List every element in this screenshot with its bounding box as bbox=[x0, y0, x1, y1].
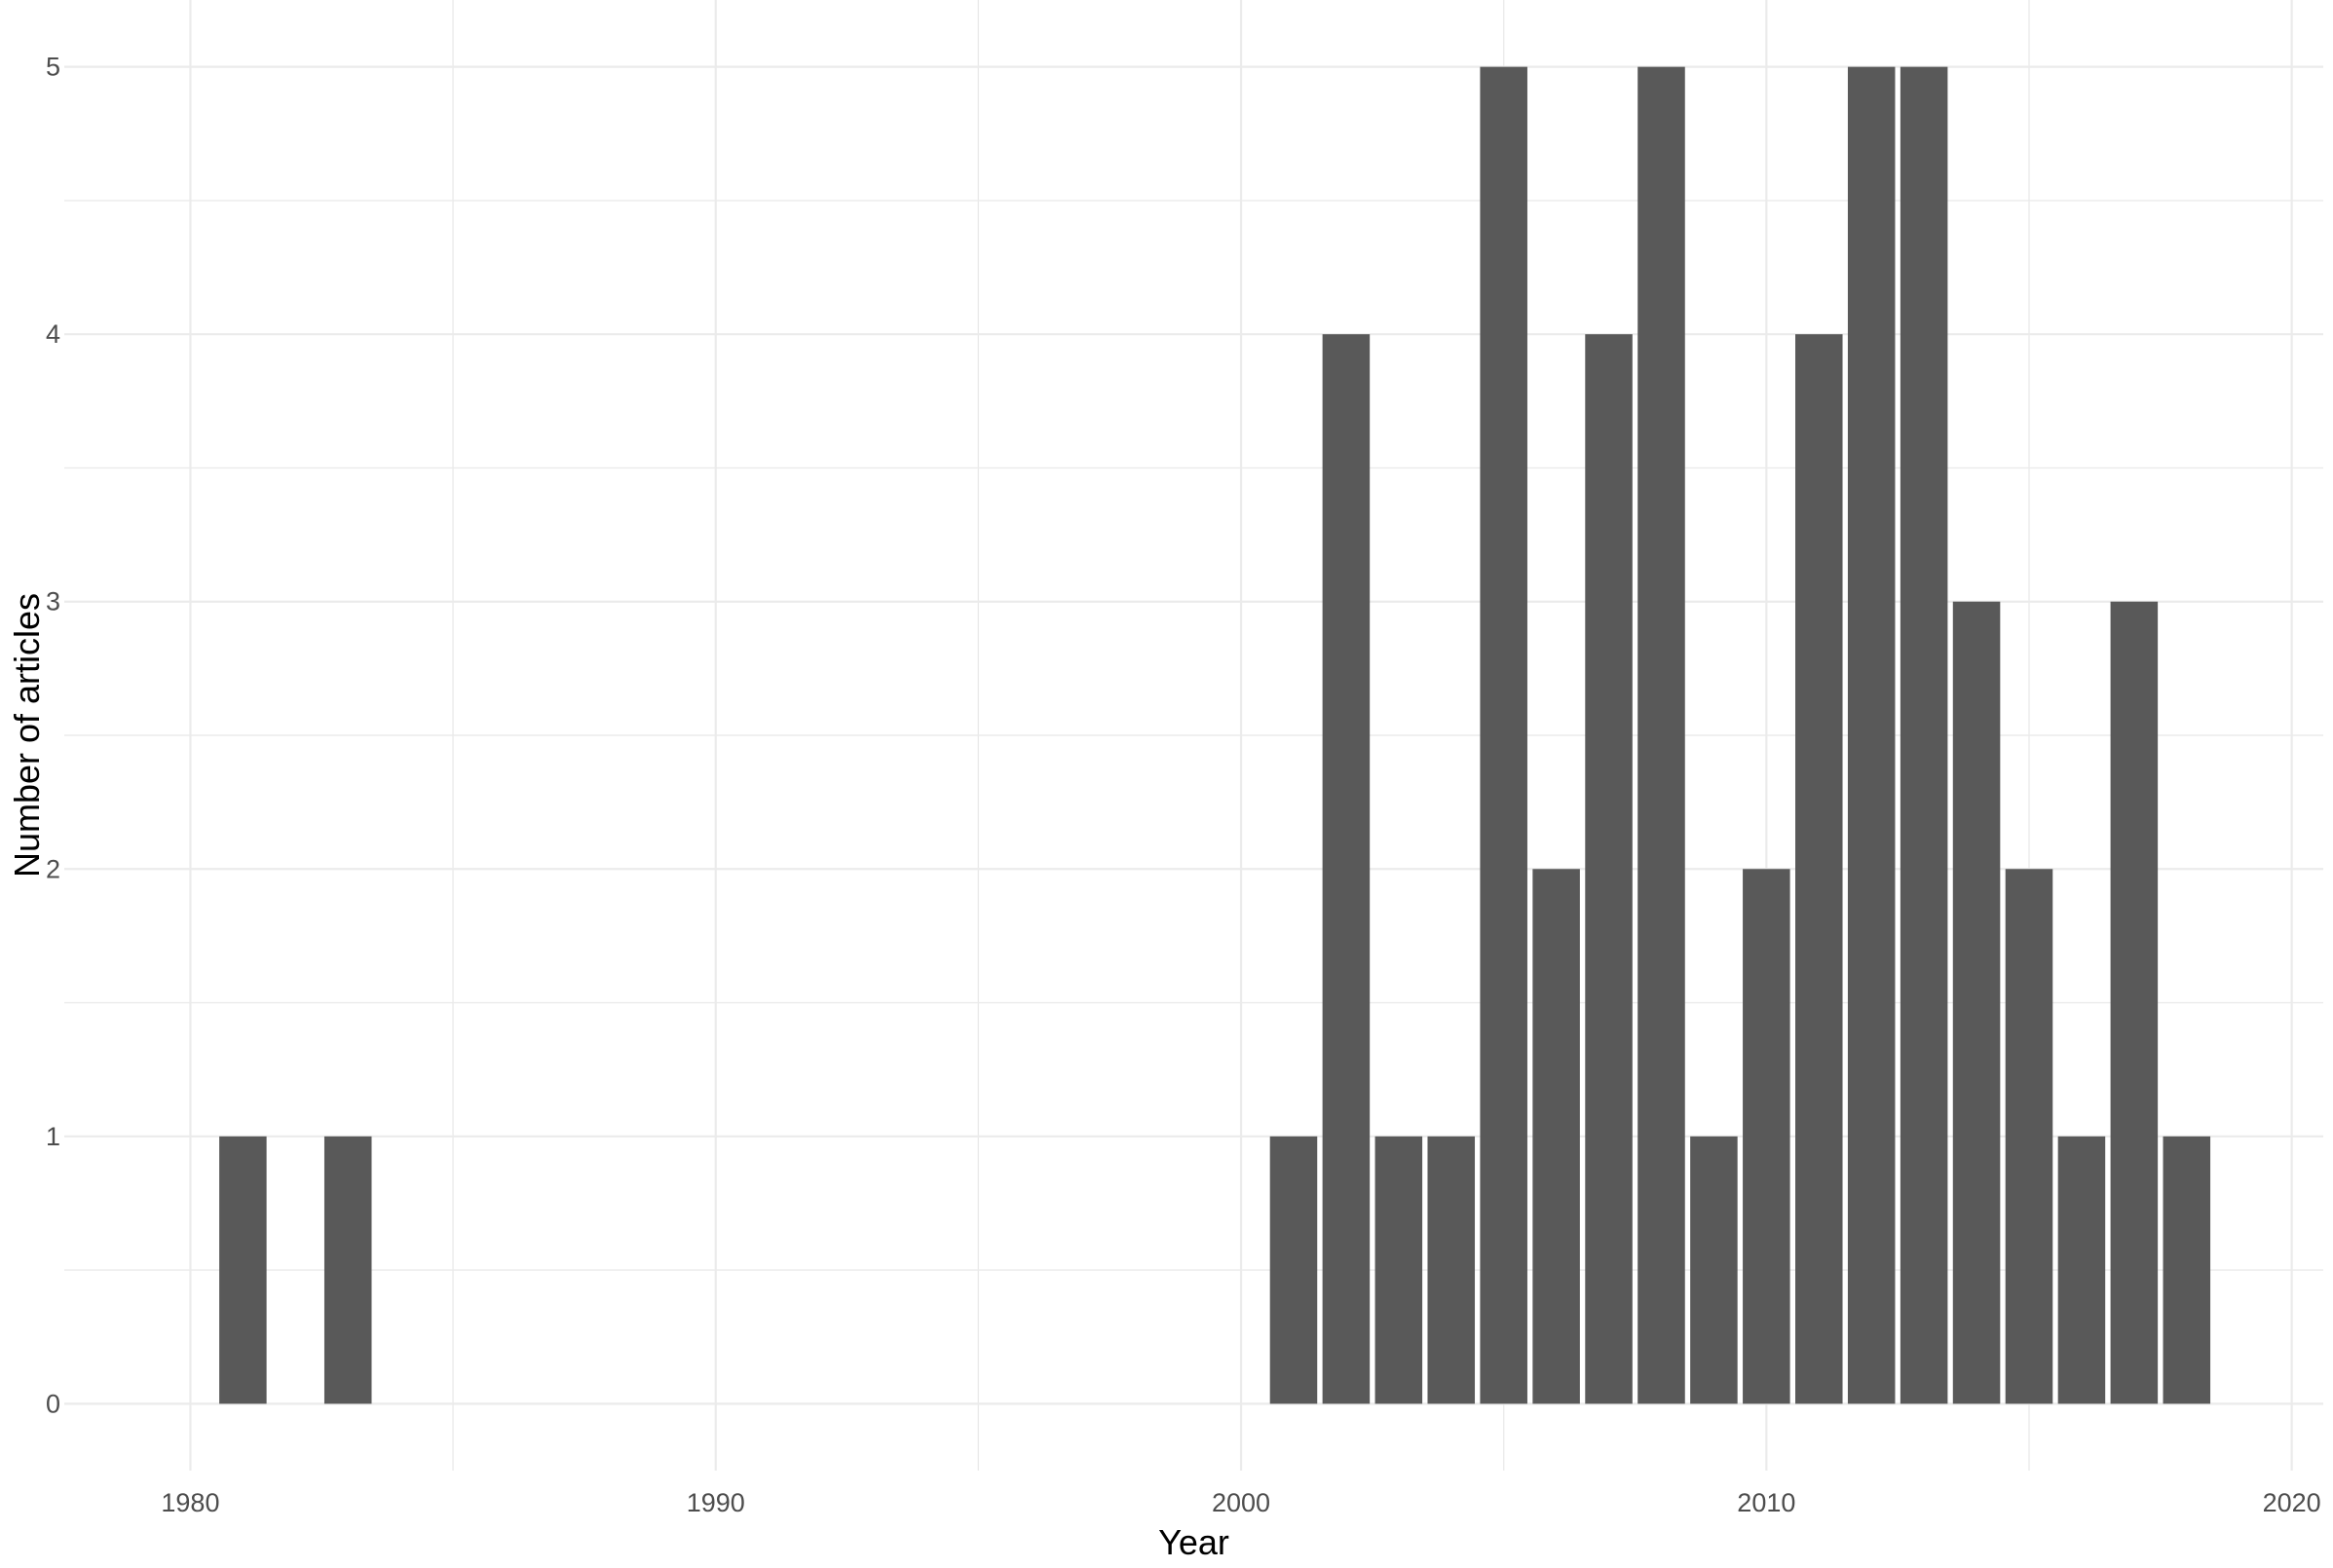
bar-2017 bbox=[2110, 601, 2159, 1404]
bar-2010 bbox=[1743, 869, 1790, 1404]
bar-2012 bbox=[1847, 66, 1896, 1404]
bars bbox=[219, 66, 2211, 1404]
bar-2002 bbox=[1322, 334, 1371, 1404]
x-tick-label: 1980 bbox=[161, 1488, 219, 1517]
bar-2013 bbox=[1900, 66, 1948, 1404]
bar-2009 bbox=[1690, 1136, 1738, 1404]
bar-2011 bbox=[1795, 334, 1843, 1404]
x-axis-title: Year bbox=[1158, 1522, 1229, 1562]
x-tick-label: 2020 bbox=[2263, 1488, 2321, 1517]
y-axis-title: Number of articles bbox=[7, 593, 47, 877]
bar-2003 bbox=[1374, 1136, 1423, 1404]
x-tick-label: 2010 bbox=[1737, 1488, 1795, 1517]
y-tick-label: 1 bbox=[46, 1122, 60, 1151]
bar-2004 bbox=[1427, 1136, 1476, 1404]
bar-2015 bbox=[2005, 869, 2053, 1404]
bar-2014 bbox=[1952, 601, 2001, 1404]
bar-1983 bbox=[323, 1136, 372, 1404]
bar-2008 bbox=[1637, 66, 1685, 1404]
y-tick-label: 4 bbox=[46, 319, 60, 349]
bar-2018 bbox=[2163, 1136, 2211, 1404]
bar-2016 bbox=[2057, 1136, 2106, 1404]
y-tick-label: 2 bbox=[46, 854, 60, 883]
bar-2006 bbox=[1532, 869, 1580, 1404]
y-tick-label: 5 bbox=[46, 53, 60, 82]
bar-2007 bbox=[1585, 334, 1633, 1404]
x-tick-label: 2000 bbox=[1212, 1488, 1270, 1517]
y-axis-ticks: 0 1 2 3 4 5 bbox=[46, 53, 60, 1419]
bar-2005 bbox=[1480, 66, 1527, 1404]
y-tick-label: 0 bbox=[46, 1389, 60, 1418]
bar-2001 bbox=[1269, 1136, 1318, 1404]
bar-1981 bbox=[219, 1136, 267, 1404]
y-tick-label: 3 bbox=[46, 587, 60, 616]
x-axis-ticks: 1980 1990 2000 2010 2020 bbox=[161, 1488, 2320, 1517]
x-tick-label: 1990 bbox=[687, 1488, 745, 1517]
